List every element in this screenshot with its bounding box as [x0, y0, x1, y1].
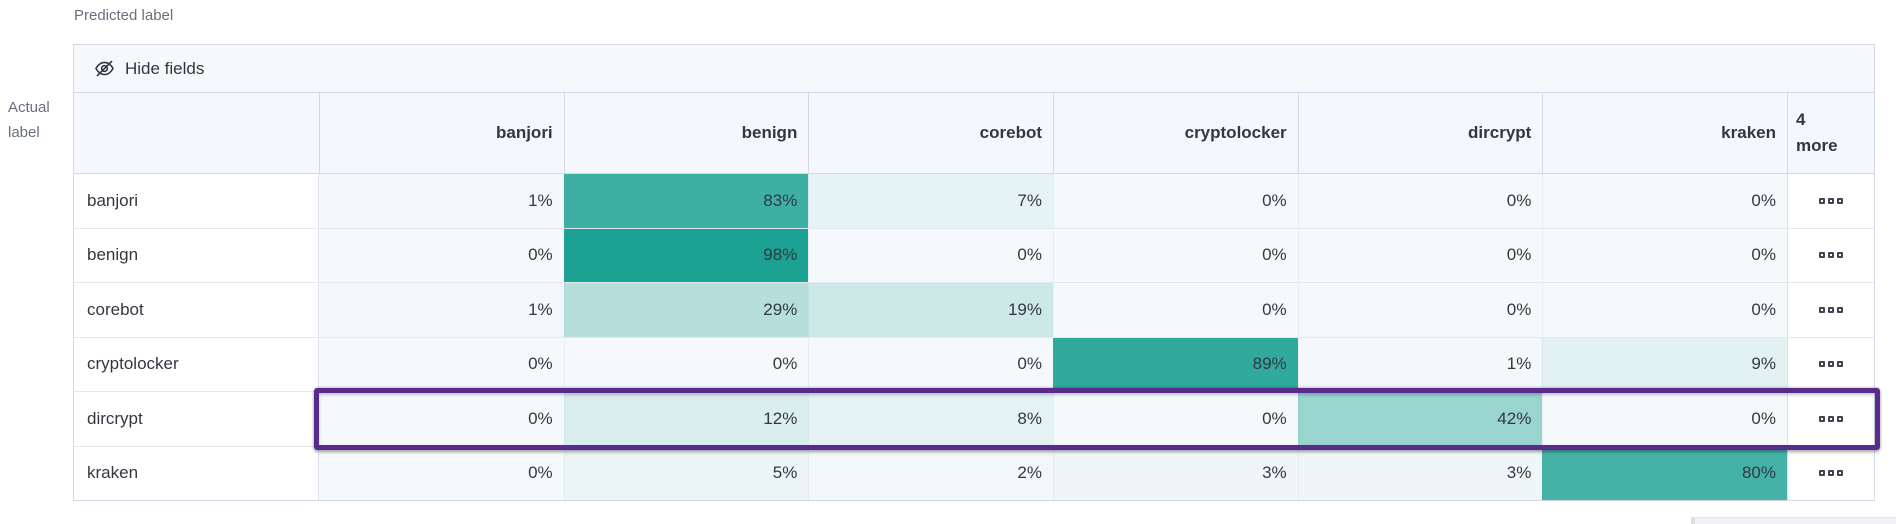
cell-corebot-kraken[interactable]: 0%: [1542, 283, 1787, 337]
column-header-banjori[interactable]: banjori: [319, 93, 564, 173]
cell-kraken-corebot[interactable]: 2%: [808, 446, 1053, 500]
cell-cryptolocker-kraken[interactable]: 9%: [1542, 337, 1787, 391]
cell-corebot-benign[interactable]: 29%: [563, 283, 809, 337]
table-row-banjori: banjori 1% 83% 7% 0% 0% 0%: [74, 174, 1874, 228]
boxes-horizontal-icon: [1819, 415, 1843, 422]
horizontal-scrollbar[interactable]: [1691, 517, 1896, 524]
cell-kraken-benign[interactable]: 5%: [563, 446, 809, 500]
row-label[interactable]: dircrypt: [74, 392, 319, 446]
column-header-benign[interactable]: benign: [563, 93, 809, 173]
cell-cryptolocker-cryptolocker[interactable]: 89%: [1053, 337, 1298, 391]
cell-banjori-dircrypt[interactable]: 0%: [1297, 174, 1543, 228]
cell-corebot-cryptolocker[interactable]: 0%: [1053, 283, 1298, 337]
row-label[interactable]: kraken: [74, 446, 319, 500]
boxes-horizontal-icon: [1819, 470, 1843, 477]
cell-dircrypt-cryptolocker[interactable]: 0%: [1053, 392, 1298, 446]
cell-kraken-cryptolocker[interactable]: 3%: [1053, 446, 1298, 500]
cell-benign-corebot[interactable]: 0%: [808, 228, 1053, 282]
corner-cell: [74, 93, 319, 173]
table-row-corebot: corebot 1% 29% 19% 0% 0% 0%: [74, 282, 1874, 337]
row-actions-button[interactable]: [1787, 392, 1874, 446]
cell-benign-dircrypt[interactable]: 0%: [1297, 228, 1543, 282]
more-columns-label: more: [1796, 136, 1838, 155]
confusion-matrix-grid: Hide fields banjori benign corebot cryptolo…: [73, 44, 1875, 501]
table-row-dircrypt: dircrypt 0% 12% 8% 0% 42% 0%: [74, 391, 1874, 446]
cell-corebot-corebot[interactable]: 19%: [808, 283, 1053, 337]
boxes-horizontal-icon: [1819, 361, 1843, 368]
column-header-corebot[interactable]: corebot: [808, 93, 1053, 173]
cell-cryptolocker-banjori[interactable]: 0%: [319, 337, 564, 391]
boxes-horizontal-icon: [1819, 252, 1843, 259]
cell-cryptolocker-corebot[interactable]: 0%: [808, 337, 1053, 391]
more-columns-header: 4 more: [1787, 93, 1874, 173]
cell-dircrypt-corebot[interactable]: 8%: [808, 392, 1053, 446]
cell-cryptolocker-dircrypt[interactable]: 1%: [1297, 337, 1543, 391]
hide-fields-button[interactable]: Hide fields: [94, 58, 204, 79]
table-row-cryptolocker: cryptolocker 0% 0% 0% 89% 1% 9%: [74, 336, 1874, 391]
column-header-row: banjori benign corebot cryptolocker dircrypt…: [74, 93, 1874, 174]
cell-dircrypt-banjori[interactable]: 0%: [319, 392, 564, 446]
boxes-horizontal-icon: [1819, 306, 1843, 313]
cell-kraken-kraken[interactable]: 80%: [1542, 446, 1787, 500]
cell-benign-banjori[interactable]: 0%: [319, 228, 564, 282]
row-label[interactable]: cryptolocker: [74, 337, 319, 391]
actual-axis-label: Actual label: [8, 99, 50, 141]
cell-cryptolocker-benign[interactable]: 0%: [563, 337, 809, 391]
grid-controls-bar: Hide fields: [74, 45, 1874, 93]
row-actions-button[interactable]: [1787, 174, 1874, 228]
cell-kraken-dircrypt[interactable]: 3%: [1297, 446, 1543, 500]
row-label[interactable]: banjori: [74, 174, 319, 228]
boxes-horizontal-icon: [1819, 197, 1843, 204]
cell-dircrypt-kraken[interactable]: 0%: [1542, 392, 1787, 446]
cell-corebot-banjori[interactable]: 1%: [319, 283, 564, 337]
more-columns-count: 4: [1796, 109, 1806, 129]
table-row-kraken: kraken 0% 5% 2% 3% 3% 80%: [74, 445, 1874, 500]
column-header-cryptolocker[interactable]: cryptolocker: [1053, 93, 1298, 173]
cell-banjori-corebot[interactable]: 7%: [808, 174, 1053, 228]
cell-benign-cryptolocker[interactable]: 0%: [1053, 228, 1298, 282]
row-actions-button[interactable]: [1787, 283, 1874, 337]
row-actions-button[interactable]: [1787, 337, 1874, 391]
cell-corebot-dircrypt[interactable]: 0%: [1297, 283, 1543, 337]
column-header-dircrypt[interactable]: dircrypt: [1297, 93, 1543, 173]
cell-dircrypt-dircrypt[interactable]: 42%: [1297, 392, 1543, 446]
cell-banjori-banjori[interactable]: 1%: [319, 174, 564, 228]
cell-banjori-benign[interactable]: 83%: [563, 174, 809, 228]
cell-dircrypt-benign[interactable]: 12%: [563, 392, 809, 446]
grid-body: banjori 1% 83% 7% 0% 0% 0% benign 0% 98% 0% 0% 0% 0% c…: [74, 174, 1874, 500]
row-actions-button[interactable]: [1787, 228, 1874, 282]
hide-fields-label: Hide fields: [125, 58, 205, 78]
cell-banjori-kraken[interactable]: 0%: [1542, 174, 1787, 228]
row-label[interactable]: benign: [74, 228, 319, 282]
row-actions-button[interactable]: [1787, 446, 1874, 500]
predicted-axis-label: Predicted label: [74, 7, 174, 24]
cell-benign-benign[interactable]: 98%: [563, 228, 809, 282]
eye-closed-icon: [95, 60, 114, 77]
cell-banjori-cryptolocker[interactable]: 0%: [1053, 174, 1298, 228]
cell-kraken-banjori[interactable]: 0%: [319, 446, 564, 500]
cell-benign-kraken[interactable]: 0%: [1542, 228, 1787, 282]
table-row-benign: benign 0% 98% 0% 0% 0% 0%: [74, 227, 1874, 282]
column-header-kraken[interactable]: kraken: [1542, 93, 1787, 173]
row-label[interactable]: corebot: [74, 283, 319, 337]
